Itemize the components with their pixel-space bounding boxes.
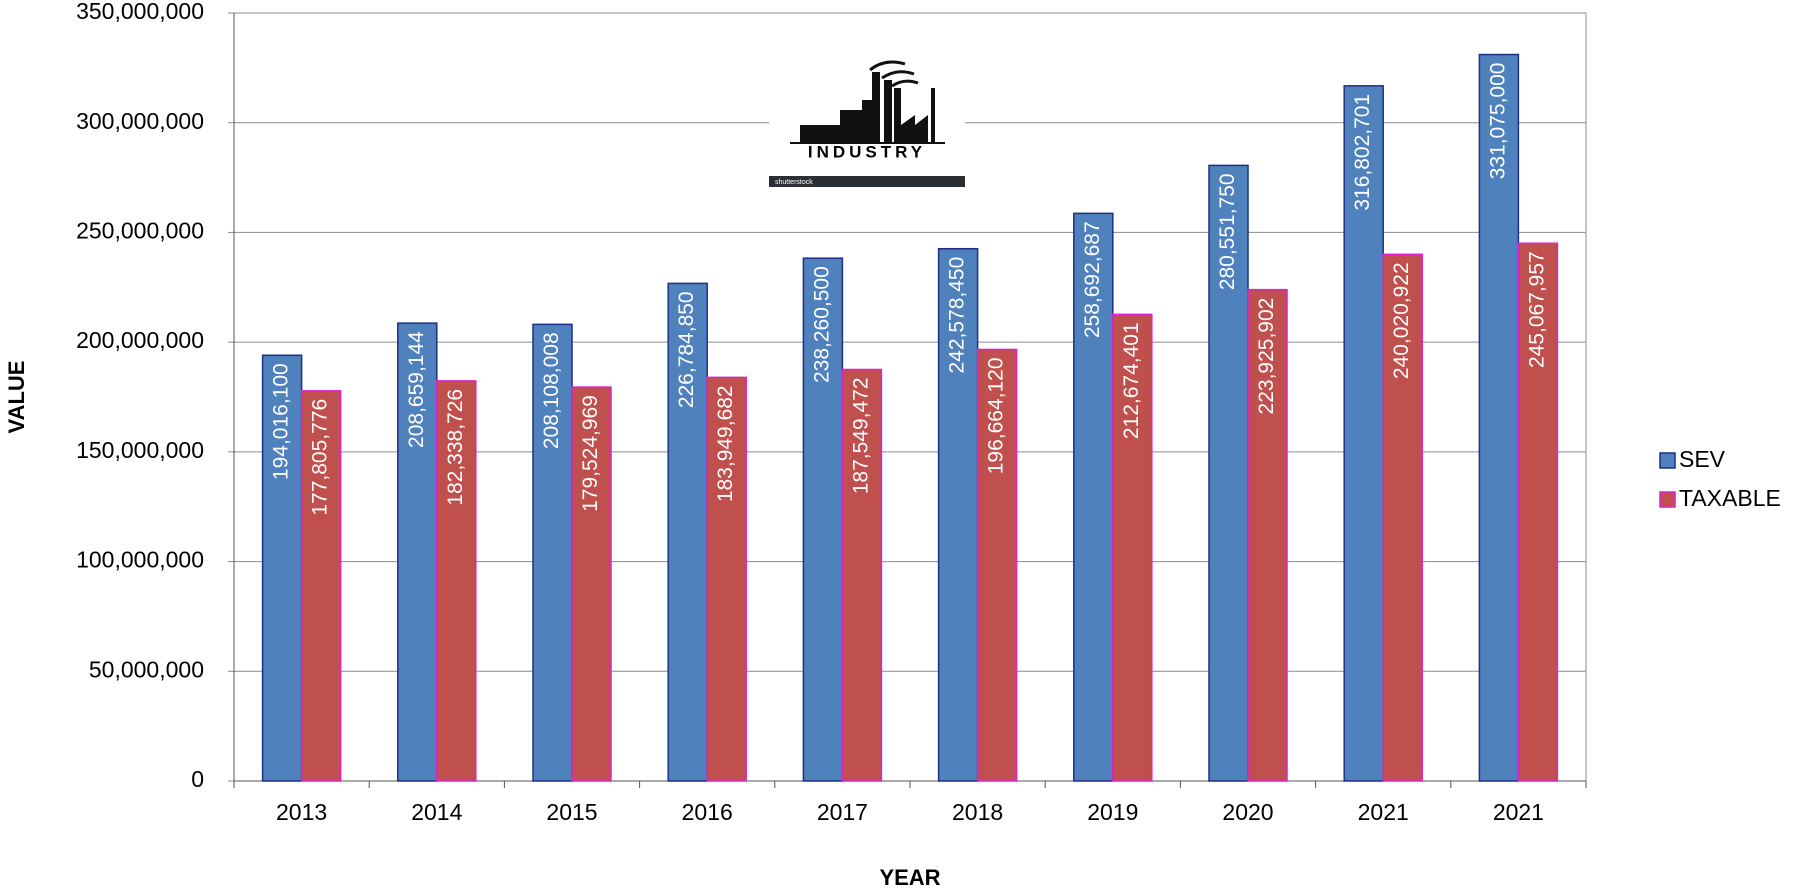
x-tick-label: 2013: [276, 799, 327, 825]
data-label: 177,805,776: [309, 399, 332, 516]
data-label: 238,260,500: [810, 266, 833, 383]
x-axis-title: YEAR: [879, 865, 940, 890]
legend-label: SEV: [1679, 446, 1726, 472]
y-tick-label: 150,000,000: [76, 437, 204, 463]
data-label: 208,108,008: [540, 332, 563, 449]
data-label: 226,784,850: [675, 291, 698, 408]
bar: [1517, 242, 1559, 782]
data-label: 223,925,902: [1255, 298, 1278, 415]
bar: [1112, 313, 1153, 782]
data-label: 194,016,100: [270, 363, 293, 480]
bar: [571, 386, 612, 782]
bar: [667, 282, 708, 782]
bar: [1343, 85, 1384, 782]
bar: [937, 247, 979, 782]
y-tick-label: 200,000,000: [76, 327, 204, 353]
y-tick-label: 350,000,000: [76, 0, 204, 24]
x-tick-label: 2016: [682, 799, 733, 825]
logo: INDUSTRY shutterstock: [769, 44, 965, 187]
data-label: 179,524,969: [579, 395, 602, 512]
bar: [1247, 288, 1288, 782]
data-label: 182,338,726: [444, 389, 467, 506]
logo-watermark: shutterstock: [775, 179, 813, 186]
x-tick-label: 2021: [1493, 799, 1544, 825]
x-tick-label: 2017: [817, 799, 868, 825]
data-label: 187,549,472: [849, 377, 872, 494]
y-tick-label: 250,000,000: [76, 218, 204, 244]
factory-icon: [800, 60, 935, 143]
bar: [532, 323, 573, 782]
bar: [841, 368, 883, 782]
legend-swatch: [1659, 491, 1676, 508]
data-label: 258,692,687: [1081, 221, 1104, 338]
bar: [706, 376, 747, 782]
data-label: 316,802,701: [1351, 94, 1374, 211]
bar: [802, 257, 844, 782]
legend-swatch: [1659, 452, 1676, 469]
bar: [300, 390, 342, 782]
bar: [976, 348, 1018, 782]
legend-label: TAXABLE: [1679, 485, 1781, 511]
bar: [1478, 53, 1520, 782]
data-label: 242,578,450: [946, 257, 969, 374]
x-tick-label: 2014: [411, 799, 462, 825]
x-tick-label: 2021: [1358, 799, 1409, 825]
data-label: 196,664,120: [985, 357, 1008, 474]
data-label: 183,949,682: [714, 385, 737, 502]
y-tick-label: 50,000,000: [89, 656, 204, 682]
logo-caption: INDUSTRY: [808, 142, 926, 161]
bar: [261, 354, 303, 782]
x-tick-label: 2020: [1222, 799, 1273, 825]
bar: [1382, 253, 1423, 782]
y-axis-title: VALUE: [4, 361, 29, 434]
y-tick-label: 0: [191, 766, 204, 792]
data-label: 240,020,922: [1390, 262, 1413, 379]
logo-strip: [769, 176, 965, 187]
x-tick-label: 2019: [1087, 799, 1138, 825]
y-tick-label: 100,000,000: [76, 547, 204, 573]
data-label: 331,075,000: [1486, 63, 1509, 180]
bar: [397, 322, 438, 782]
data-label: 245,067,957: [1525, 251, 1548, 368]
data-label: 212,674,401: [1120, 322, 1143, 439]
bar: [1073, 212, 1114, 782]
y-tick-label: 300,000,000: [76, 108, 204, 134]
x-tick-label: 2018: [952, 799, 1003, 825]
x-tick-label: 2015: [546, 799, 597, 825]
data-label: 280,551,750: [1216, 173, 1239, 290]
bar: [436, 380, 477, 782]
data-label: 208,659,144: [405, 331, 428, 448]
